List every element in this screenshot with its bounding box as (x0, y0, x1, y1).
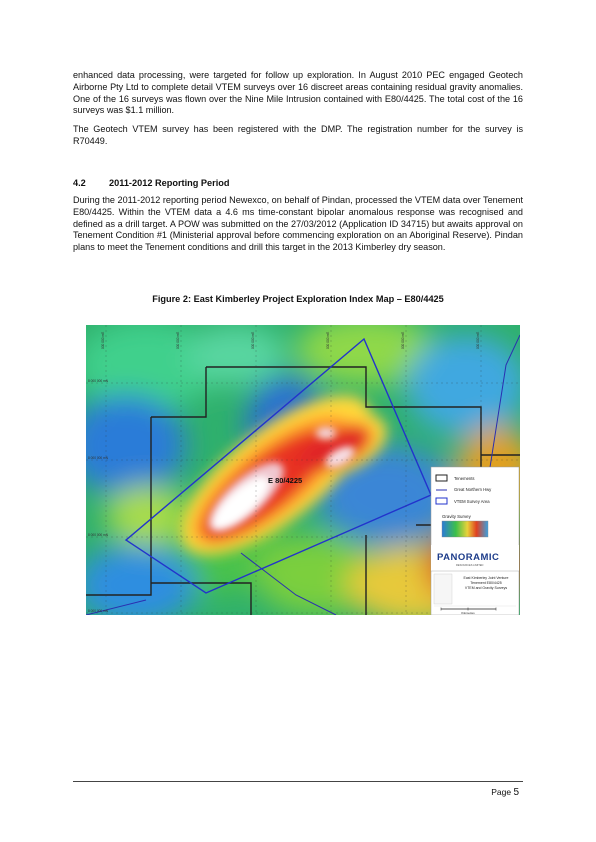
legend-gravity-title: Gravity Survey (442, 514, 472, 519)
legend-title-line-1: East Kimberley Joint Venture (464, 576, 509, 580)
company-sub: RESOURCES LIMITED (456, 563, 484, 567)
legend-highway: Great Northern Hwy (454, 487, 492, 492)
svg-text:000 000 mE: 000 000 mE (476, 332, 480, 349)
scale-label: Kilometres (461, 611, 475, 615)
map-legend: Tenements Great Northern Hwy VTEM Survey… (430, 466, 520, 615)
svg-text:8 000 000 mN: 8 000 000 mN (88, 456, 109, 460)
section-number: 4.2 (73, 178, 86, 188)
paragraph-reporting-period: During the 2011-2012 reporting period Ne… (73, 195, 523, 253)
page-number-value: 5 (513, 787, 519, 798)
figure-caption: Figure 2: East Kimberley Project Explora… (152, 294, 444, 304)
page-number: Page 5 (491, 787, 519, 798)
svg-text:8 000 000 mN: 8 000 000 mN (88, 533, 109, 537)
tenement-label: E 80/4225 (268, 476, 302, 485)
section-heading: 4.2 2011-2012 Reporting Period (73, 178, 230, 188)
svg-text:8 000 000 mN: 8 000 000 mN (88, 609, 109, 613)
paragraph-registration: The Geotech VTEM survey has been registe… (73, 124, 523, 146)
exploration-index-map: 000 000 mE 000 000 mE 000 000 mE 000 000… (86, 325, 520, 615)
legend-title-line-3: VTEM and Gravity Surveys (465, 586, 507, 590)
legend-vtem: VTEM Survey Area (454, 499, 490, 504)
svg-text:000 000 mE: 000 000 mE (401, 332, 405, 349)
paragraph-vtem-surveys: enhanced data processing, were targeted … (73, 70, 523, 116)
svg-text:000 000 mE: 000 000 mE (326, 332, 330, 349)
company-logo: PANORAMIC (437, 552, 499, 563)
svg-text:000 000 mE: 000 000 mE (101, 332, 105, 349)
page-label: Page (491, 787, 512, 797)
legend-tenements: Tenements (454, 476, 474, 481)
footer-rule (73, 781, 523, 782)
svg-text:000 000 mE: 000 000 mE (251, 332, 255, 349)
legend-title-line-2: Tenement E80/4425 (470, 581, 501, 585)
svg-text:000 000 mE: 000 000 mE (176, 332, 180, 349)
svg-text:8 000 000 mN: 8 000 000 mN (88, 379, 109, 383)
section-title: 2011-2012 Reporting Period (109, 178, 230, 188)
